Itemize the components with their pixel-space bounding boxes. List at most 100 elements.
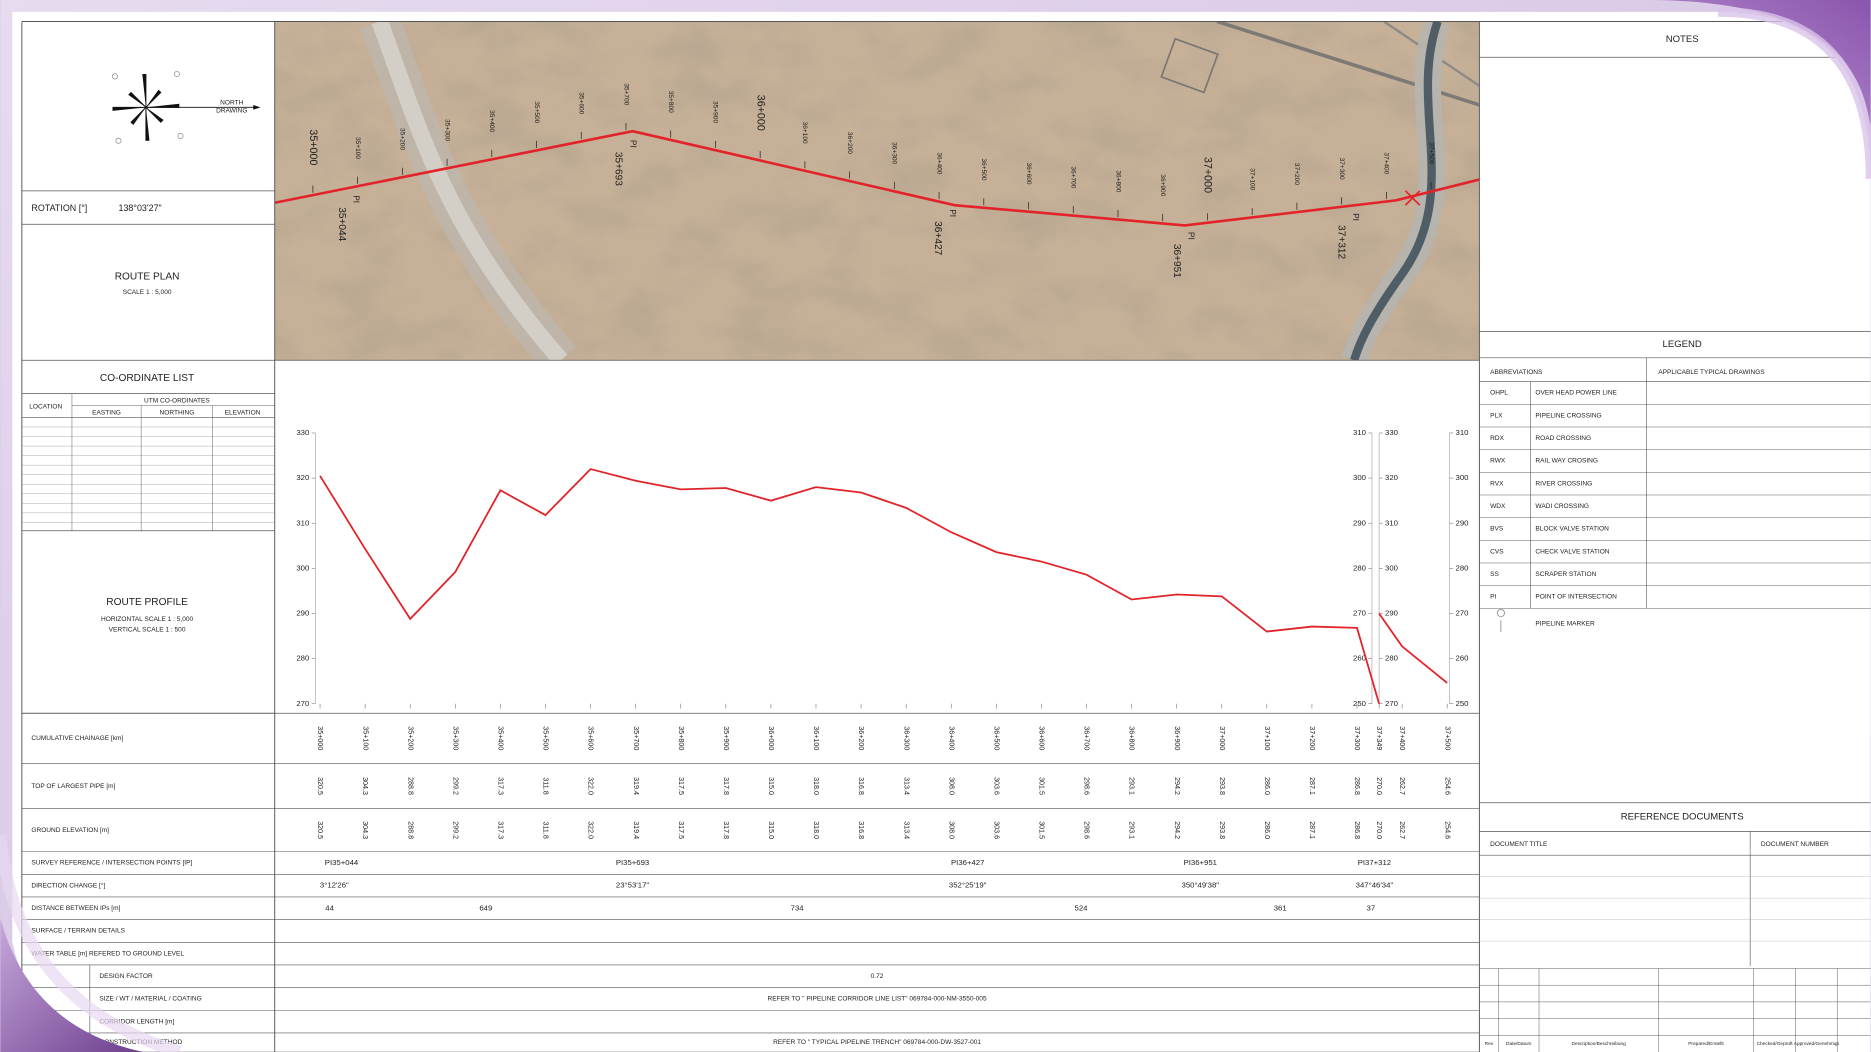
row-value: 311.8 xyxy=(542,821,550,838)
row-value: 287.1 xyxy=(1308,821,1316,839)
row-label: SURFACE / TERRAIN DETAILS xyxy=(31,928,125,935)
y-tick-label: 310 xyxy=(296,518,309,527)
row-value: PI35+693 xyxy=(616,858,649,867)
row-value: 262.7 xyxy=(1398,777,1406,795)
y2-tick-label: 300 xyxy=(1353,473,1366,482)
y-tick-label: 330 xyxy=(1385,428,1398,437)
x-tick-label: 37+200 xyxy=(1308,726,1316,750)
pi-label: PI xyxy=(948,209,958,217)
chainage-label: 37+300 xyxy=(1338,158,1345,180)
row-value: 319.4 xyxy=(632,777,640,795)
row-value: 0.72 xyxy=(871,973,884,980)
chainage-label: 35+800 xyxy=(667,91,674,113)
chainage-label: 36+500 xyxy=(980,159,987,181)
x-tick-label: 36+900 xyxy=(1173,726,1181,750)
chainage-label: 36+200 xyxy=(846,132,853,154)
y-tick-label: 300 xyxy=(1385,563,1398,572)
legend-code: PLX xyxy=(1490,412,1503,419)
x-tick-label: 36+300 xyxy=(902,726,910,750)
x-tick-label: 35+000 xyxy=(316,726,324,750)
x-tick-label: 35+200 xyxy=(406,726,414,750)
x-tick-label: 35+800 xyxy=(677,726,685,750)
pi-label: PI xyxy=(1187,232,1197,240)
chainage-label: 37+500 xyxy=(1427,142,1434,164)
chainage-label: 35+300 xyxy=(443,119,450,141)
chainage-label: 36+600 xyxy=(1025,162,1032,184)
legend-text: PIPELINE MARKER xyxy=(1535,621,1595,628)
chainage-label: 36+700 xyxy=(1070,166,1077,188)
column-header: DOCUMENT TITLE xyxy=(1490,841,1548,848)
legend-text: PIPELINE CROSSING xyxy=(1535,412,1601,419)
pi-label: PI xyxy=(352,195,362,203)
row-value: PI37+312 xyxy=(1358,858,1391,867)
row-value: 316.8 xyxy=(857,821,865,839)
row-value: 286.0 xyxy=(1263,777,1271,795)
x-tick-label: 36+500 xyxy=(992,726,1000,750)
y-tick-label: 330 xyxy=(296,428,309,437)
legend-code: PI xyxy=(1490,594,1496,601)
x-tick-label: 36+600 xyxy=(1038,726,1046,750)
revision-header: Checked/Geprüft xyxy=(1757,1041,1794,1047)
revision-header: Rev xyxy=(1485,1041,1494,1047)
x-tick-label: 37+349 xyxy=(1375,726,1383,750)
row-label: DIRECTION CHANGE [°] xyxy=(31,881,105,889)
y2-tick-label: 270 xyxy=(1456,609,1469,618)
row-label: DISTANCE BETWEEN IPs [m] xyxy=(31,905,120,912)
legend-code: RWX xyxy=(1490,458,1506,465)
x-tick-label: 35+400 xyxy=(496,726,504,750)
section-title: ROUTE PLAN xyxy=(115,271,180,282)
legend-text: CHECK VALVE STATION xyxy=(1535,548,1609,555)
north-label: DRAWING xyxy=(216,108,247,115)
x-tick-label: 36+400 xyxy=(947,726,955,750)
row-value: 299.2 xyxy=(451,777,459,795)
y-tick-label: 280 xyxy=(1385,654,1398,663)
y-tick-label: 310 xyxy=(1385,518,1398,527)
row-value: 288.8 xyxy=(406,777,414,795)
row-value: 320.5 xyxy=(316,821,324,839)
column-header: LOCATION xyxy=(29,403,62,410)
row-value: 347°46'34" xyxy=(1356,881,1394,890)
row-label: CUMULATIVE CHAINAGE [km] xyxy=(31,735,123,742)
row-value: PI36+951 xyxy=(1184,858,1217,867)
pi-station: 36+951 xyxy=(1171,244,1182,278)
row-value: 298.6 xyxy=(1083,777,1091,795)
pi-label: PI xyxy=(1351,213,1361,221)
row-value: 3°12'26" xyxy=(320,881,349,890)
chainage-label: 36+400 xyxy=(935,152,942,174)
row-value: 734 xyxy=(791,903,805,912)
y2-tick-label: 310 xyxy=(1353,428,1366,437)
y-tick-label: 320 xyxy=(1385,473,1398,482)
row-value: 308.0 xyxy=(947,821,955,839)
chainage-label: 35+900 xyxy=(712,101,719,123)
row-value: 304.3 xyxy=(361,777,369,795)
column-header: ABBREVIATIONS xyxy=(1490,369,1543,376)
legend-text: BLOCK VALVE STATION xyxy=(1535,526,1609,533)
legend-code: BVS xyxy=(1490,526,1504,533)
revision-header: Prepared/Erstellt xyxy=(1688,1041,1724,1047)
row-value: 316.8 xyxy=(857,777,865,795)
row-value: 322.0 xyxy=(587,821,595,839)
row-value: 293.8 xyxy=(1218,821,1226,839)
y2-tick-label: 250 xyxy=(1353,699,1366,708)
y-tick-label: 320 xyxy=(296,473,309,482)
chainage-label: 35+700 xyxy=(622,83,629,105)
row-value: 313.4 xyxy=(902,777,910,795)
row-label: GROUND ELEVATION [m] xyxy=(31,827,109,834)
page: { "compass": {"north": "NORTH", "drawing… xyxy=(0,0,1871,1052)
row-value: 317.8 xyxy=(722,821,730,839)
row-value: 303.6 xyxy=(992,777,1000,795)
chainage-label: 35+500 xyxy=(533,101,540,123)
chainage-label: 37+100 xyxy=(1248,168,1255,190)
row-value: 294.2 xyxy=(1173,821,1181,839)
row-value: 317.3 xyxy=(496,777,504,795)
chainage-label: 35+200 xyxy=(399,128,406,150)
y2-tick-label: 310 xyxy=(1456,428,1469,437)
y-tick-label: 270 xyxy=(1385,699,1398,708)
row-value: PI36+427 xyxy=(951,858,984,867)
row-value: 293.1 xyxy=(1128,777,1136,795)
x-tick-label: 37+100 xyxy=(1263,726,1271,750)
pi-label: PI xyxy=(628,140,638,148)
row-value: 293.1 xyxy=(1128,821,1136,839)
row-label: WATER TABLE [m] REFERED TO GROUND LEVEL xyxy=(31,950,184,957)
row-value: 294.2 xyxy=(1173,777,1181,795)
